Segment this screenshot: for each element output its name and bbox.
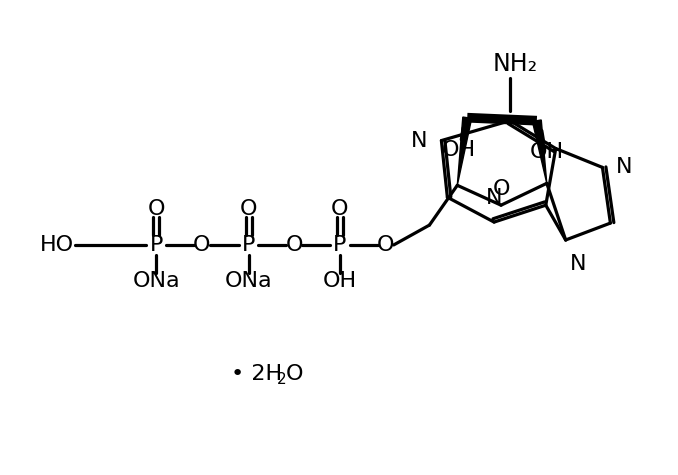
Text: OH: OH: [442, 140, 477, 160]
Text: N: N: [486, 188, 502, 208]
Text: N: N: [411, 131, 428, 151]
Text: O: O: [147, 199, 165, 219]
Text: OH: OH: [323, 271, 357, 291]
Text: O: O: [193, 235, 211, 255]
Text: P: P: [242, 235, 255, 255]
Text: O: O: [240, 199, 257, 219]
Text: N: N: [616, 157, 633, 177]
Polygon shape: [457, 117, 472, 185]
Text: P: P: [334, 235, 346, 255]
Polygon shape: [532, 120, 546, 183]
Text: OH: OH: [530, 142, 564, 162]
Text: O: O: [285, 364, 303, 384]
Text: O: O: [285, 235, 303, 255]
Text: 2: 2: [277, 371, 287, 387]
Text: N: N: [570, 254, 586, 274]
Text: O: O: [377, 235, 395, 255]
Text: • 2H: • 2H: [231, 364, 282, 384]
Text: O: O: [492, 179, 510, 199]
Text: ONa: ONa: [132, 271, 180, 291]
Text: HO: HO: [39, 235, 74, 255]
Text: NH₂: NH₂: [492, 52, 538, 76]
Text: P: P: [149, 235, 163, 255]
Text: ONa: ONa: [224, 271, 273, 291]
Text: O: O: [332, 199, 348, 219]
